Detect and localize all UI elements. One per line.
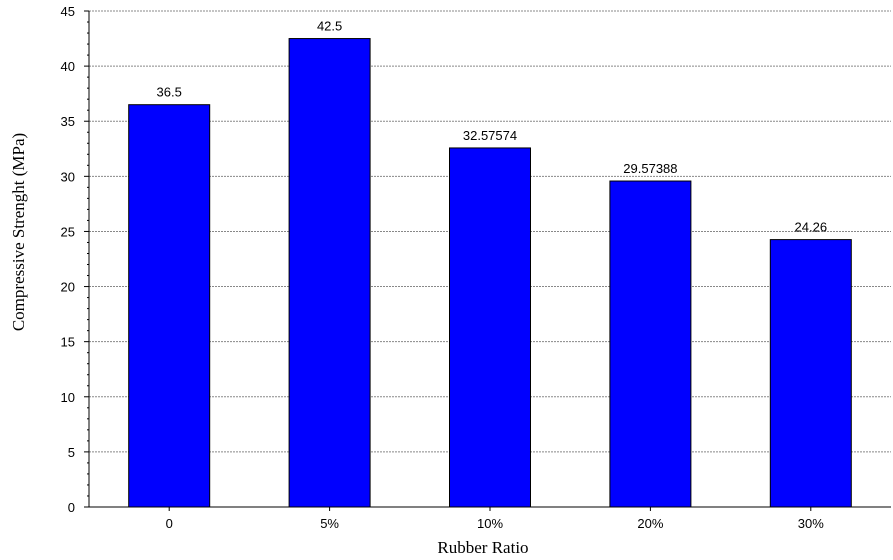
data-label: 42.5 — [317, 19, 342, 34]
data-label: 24.26 — [795, 220, 828, 235]
bar-5% — [288, 38, 371, 508]
x-tick-label: 30% — [798, 516, 824, 531]
x-tick-label: 0 — [166, 516, 173, 531]
x-tick-label: 5% — [320, 516, 339, 531]
data-label: 36.5 — [157, 85, 182, 100]
y-axis-title: Compressive Strenght (MPa) — [9, 133, 28, 331]
y-tick-label: 35 — [61, 114, 75, 129]
bar-0 — [128, 104, 211, 508]
y-tick-label: 25 — [61, 224, 75, 239]
x-tick-label: 10% — [477, 516, 503, 531]
data-label: 32.57574 — [463, 128, 517, 143]
x-axis-title: Rubber Ratio — [437, 538, 528, 557]
x-tick-label: 20% — [637, 516, 663, 531]
y-tick-label: 0 — [68, 500, 75, 515]
y-tick-label: 15 — [61, 335, 75, 350]
axes — [84, 10, 891, 511]
bar-10% — [449, 147, 531, 508]
bar-30% — [769, 239, 852, 508]
bars — [128, 38, 852, 508]
labels: 0 5 10 15 20 25 30 35 40 45 36.5 0 42.5 5% 32.57574 10%… — [61, 4, 828, 531]
y-tick-label: 30 — [61, 169, 75, 184]
bar-20% — [609, 180, 692, 508]
y-tick-label: 5 — [68, 445, 75, 460]
data-label: 29.57388 — [623, 161, 677, 176]
y-tick-label: 20 — [61, 280, 75, 295]
y-tick-label: 45 — [61, 4, 75, 19]
y-tick-label: 10 — [61, 390, 75, 405]
y-tick-label: 40 — [61, 59, 75, 74]
